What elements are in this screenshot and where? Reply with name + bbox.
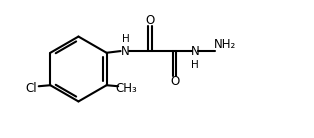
Text: NH₂: NH₂ xyxy=(214,38,236,51)
Text: H: H xyxy=(122,34,130,44)
Text: N: N xyxy=(121,45,130,58)
Text: O: O xyxy=(145,14,154,27)
Text: H: H xyxy=(191,60,199,70)
Text: N: N xyxy=(191,45,199,58)
Text: CH₃: CH₃ xyxy=(116,82,137,95)
Text: O: O xyxy=(170,75,179,88)
Text: Cl: Cl xyxy=(25,82,37,95)
